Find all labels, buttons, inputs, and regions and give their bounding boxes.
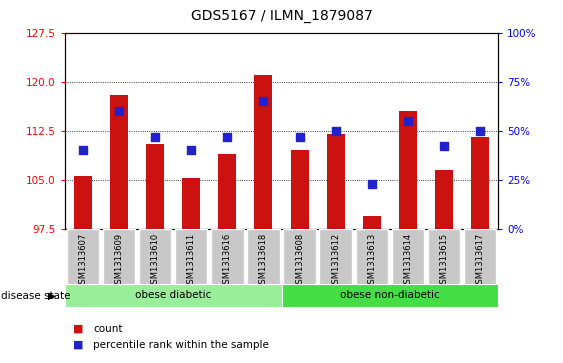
Point [187, 147, 196, 153]
Text: ■: ■ [73, 340, 84, 350]
Bar [146, 144, 164, 229]
Text: obese diabetic: obese diabetic [135, 290, 211, 301]
Text: percentile rank within the sample: percentile rank within the sample [93, 340, 269, 350]
Point [404, 118, 413, 124]
FancyBboxPatch shape [65, 284, 282, 307]
FancyBboxPatch shape [428, 229, 461, 285]
FancyBboxPatch shape [283, 229, 316, 285]
Text: ■: ■ [73, 323, 84, 334]
FancyBboxPatch shape [211, 229, 244, 285]
Bar [327, 134, 345, 229]
Bar [363, 216, 381, 229]
Text: obese non-diabetic: obese non-diabetic [340, 290, 440, 301]
Point [295, 134, 304, 139]
FancyBboxPatch shape [139, 229, 171, 285]
Point [476, 128, 485, 134]
Bar [254, 75, 272, 229]
FancyBboxPatch shape [392, 229, 424, 285]
Bar [74, 176, 92, 229]
FancyBboxPatch shape [102, 229, 135, 285]
Bar [182, 178, 200, 229]
Text: GSM1313614: GSM1313614 [404, 233, 413, 289]
Text: GSM1313618: GSM1313618 [259, 233, 268, 289]
FancyBboxPatch shape [464, 229, 497, 285]
Text: GSM1313611: GSM1313611 [187, 233, 196, 289]
Text: GSM1313616: GSM1313616 [223, 233, 232, 289]
FancyBboxPatch shape [319, 229, 352, 285]
Text: disease state: disease state [1, 291, 70, 301]
Bar [435, 170, 453, 229]
FancyBboxPatch shape [247, 229, 280, 285]
FancyBboxPatch shape [356, 229, 388, 285]
Text: GSM1313609: GSM1313609 [114, 233, 123, 289]
Text: GSM1313617: GSM1313617 [476, 233, 485, 289]
Point [223, 134, 232, 139]
Point [150, 134, 159, 139]
Text: GSM1313615: GSM1313615 [440, 233, 449, 289]
Point [259, 98, 268, 104]
Text: count: count [93, 323, 122, 334]
FancyBboxPatch shape [66, 229, 99, 285]
Bar [471, 137, 489, 229]
FancyBboxPatch shape [282, 284, 498, 307]
Point [367, 181, 376, 187]
Text: GSM1313610: GSM1313610 [150, 233, 159, 289]
Text: GDS5167 / ILMN_1879087: GDS5167 / ILMN_1879087 [191, 9, 372, 23]
Bar [218, 154, 236, 229]
Point [331, 128, 340, 134]
Text: GSM1313608: GSM1313608 [295, 233, 304, 289]
Text: ▶: ▶ [48, 291, 56, 301]
Point [78, 147, 87, 153]
Bar [110, 95, 128, 229]
Text: GSM1313613: GSM1313613 [367, 233, 376, 289]
Point [440, 143, 449, 149]
Bar [291, 150, 309, 229]
Text: GSM1313612: GSM1313612 [331, 233, 340, 289]
FancyBboxPatch shape [175, 229, 207, 285]
Point [114, 108, 123, 114]
Text: GSM1313607: GSM1313607 [78, 233, 87, 289]
Bar [399, 111, 417, 229]
